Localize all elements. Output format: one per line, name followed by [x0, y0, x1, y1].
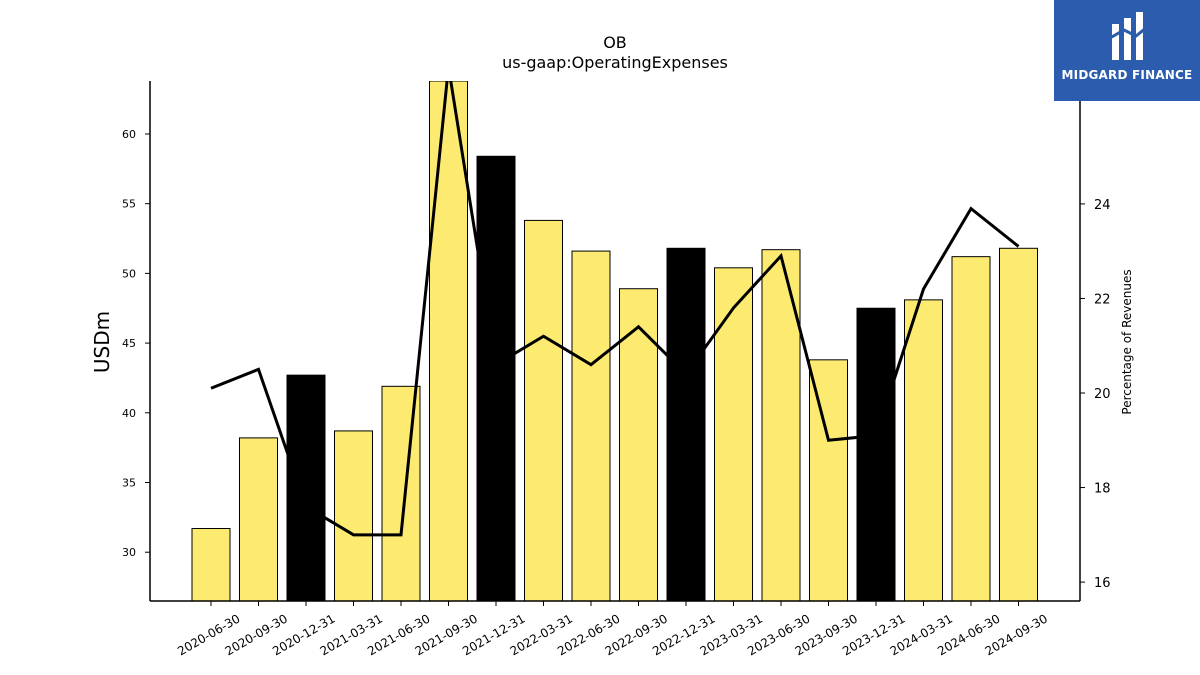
bar [951, 256, 991, 601]
y-tick-label: 35 [122, 477, 136, 490]
y2-tick-label: 18 [1094, 482, 1111, 497]
bar [714, 267, 753, 601]
y2-tick-label: 22 [1094, 292, 1111, 307]
bar [429, 81, 468, 601]
logo-text: MIDGARD FINANCE [1061, 68, 1193, 82]
bar [524, 219, 563, 601]
bar [904, 299, 943, 601]
bar [571, 250, 611, 601]
plot-area: 3035404550556016182022242020-06-302020-0… [122, 81, 1111, 658]
bar [286, 374, 326, 601]
chart-title: OB [603, 33, 627, 52]
bar [809, 359, 848, 601]
bar [666, 247, 706, 601]
y2-tick-label: 24 [1094, 198, 1111, 213]
bar [334, 430, 373, 601]
brand-logo: MIDGARD FINANCE [1054, 0, 1200, 101]
bar [476, 155, 516, 601]
y-tick-label: 55 [122, 198, 136, 211]
y-tick-label: 30 [122, 546, 136, 559]
bar [856, 307, 896, 601]
bar [191, 528, 231, 601]
chart-subtitle: us-gaap:OperatingExpenses [502, 53, 728, 72]
y2-axis-label: Percentage of Revenues [1120, 269, 1134, 414]
y-tick-label: 50 [122, 267, 136, 280]
y-tick-label: 45 [122, 337, 136, 350]
logo-mark-icon [1109, 12, 1147, 60]
y-axis-label: USDm [90, 311, 114, 373]
bar [239, 437, 278, 601]
y-tick-label: 40 [122, 407, 136, 420]
y2-tick-label: 20 [1094, 387, 1111, 402]
y-tick-label: 60 [122, 128, 136, 141]
bar [999, 247, 1038, 601]
y2-tick-label: 16 [1094, 576, 1111, 591]
series-line [210, 81, 1020, 537]
